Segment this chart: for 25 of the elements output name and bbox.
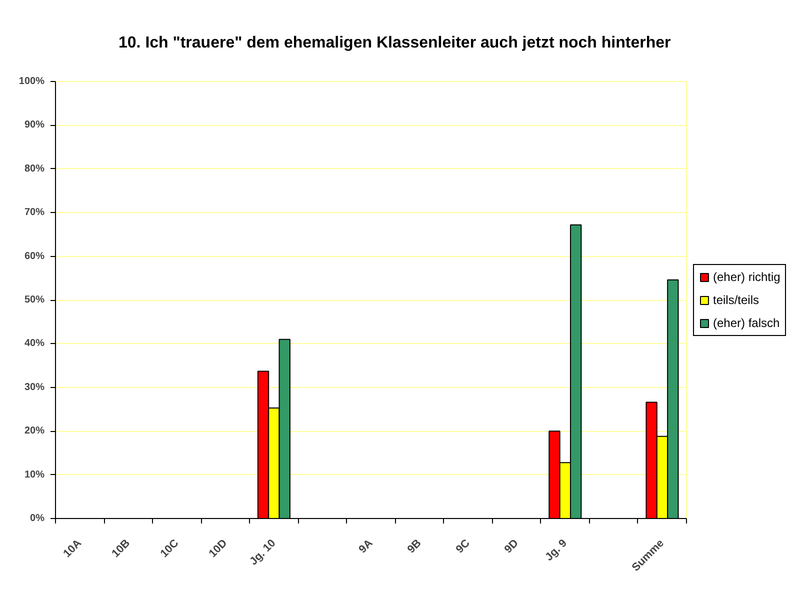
y-tick-label: 80% [24,163,45,174]
x-tick-label: 9D [502,537,521,556]
y-tick-label: 50% [24,294,45,306]
y-tick-label: 70% [24,207,45,218]
x-tick-label: 9A [356,537,376,556]
x-tick-label: 10B [110,537,133,560]
chart-title: 10. Ich "trauere" dem ehemaligen Klassenleiter auch jetzt noch hinterher [118,34,671,52]
x-tick-label: 10A [61,537,84,560]
y-tick-label: 20% [24,426,45,437]
x-tick-label: 9C [454,537,472,556]
y-tick-label: 10% [24,469,45,480]
y-tick-label: 30% [24,382,45,393]
x-tick-label: Jg. 9 [543,537,570,564]
x-tick-label: 10D [206,537,230,560]
y-tick-label: 60% [24,250,45,262]
legend-label: (eher) falsch [713,316,780,330]
x-tick-label: Jg. 10 [248,537,278,568]
legend-label: (eher) richtig [713,270,780,284]
x-tick-label: 9B [405,537,424,556]
x-tick-label: 10C [158,537,182,560]
y-tick-label: 40% [24,338,45,350]
y-tick-label: 0% [30,513,45,524]
y-tick-label: 90% [24,120,45,131]
y-tick-label: 100% [18,76,45,87]
legend-label: teils/teils [713,292,760,306]
